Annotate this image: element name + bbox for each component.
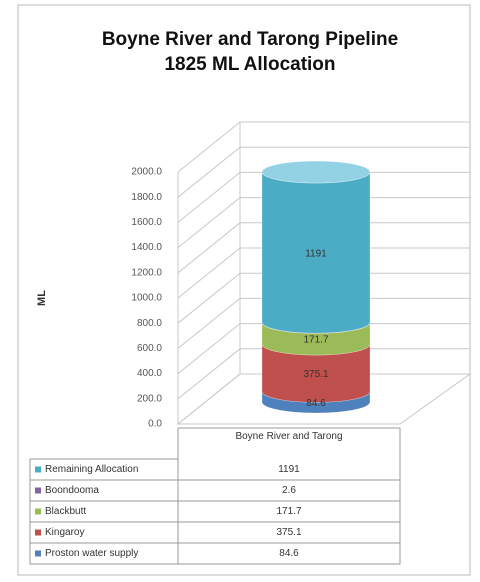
table-value: 2.6 bbox=[282, 485, 296, 496]
y-axis-label: ML bbox=[36, 290, 48, 306]
y-tick-label: 800.0 bbox=[137, 318, 162, 329]
legend-swatch bbox=[35, 508, 41, 515]
y-tick-label: 1600.0 bbox=[131, 217, 162, 228]
data-label: 171.7 bbox=[303, 335, 328, 346]
cylinder-top bbox=[261, 160, 371, 184]
data-label: 84.6 bbox=[306, 398, 326, 409]
legend-swatch bbox=[35, 466, 41, 473]
y-tick-label: 1400.0 bbox=[131, 242, 162, 253]
table-value: 84.6 bbox=[279, 548, 299, 559]
legend-swatch bbox=[35, 529, 41, 536]
grid-line bbox=[177, 146, 470, 198]
legend-label: Boondooma bbox=[45, 485, 99, 496]
category-label: Boyne River and Tarong bbox=[235, 431, 343, 442]
grid-line bbox=[177, 348, 470, 400]
chart-title: Boyne River and Tarong Pipeline bbox=[102, 29, 398, 50]
grid-line bbox=[177, 272, 470, 324]
legend-label: Proston water supply bbox=[45, 548, 138, 559]
grid-line bbox=[177, 373, 470, 425]
y-tick-label: 1200.0 bbox=[131, 267, 162, 278]
legend-swatch bbox=[35, 550, 41, 557]
table-value: 1191 bbox=[278, 464, 300, 475]
table-value: 375.1 bbox=[276, 527, 301, 538]
grid-line bbox=[177, 323, 470, 374]
y-tick-label: 1000.0 bbox=[131, 293, 162, 304]
grid-line bbox=[177, 171, 470, 223]
y-tick-label: 2000.0 bbox=[131, 167, 162, 178]
legend-label: Kingaroy bbox=[45, 527, 84, 538]
grid-line bbox=[177, 297, 470, 349]
table-header: Boyne River and Tarong bbox=[235, 431, 343, 442]
data-label: 1191 bbox=[305, 248, 327, 259]
y-tick-label: 0.0 bbox=[148, 419, 162, 430]
grid-line bbox=[177, 247, 470, 299]
grid-line bbox=[177, 222, 470, 274]
grid-line bbox=[177, 121, 470, 173]
grid-line bbox=[177, 197, 470, 248]
data-label: 375.1 bbox=[303, 369, 328, 380]
table-value: 171.7 bbox=[276, 506, 301, 517]
legend-label: Remaining Allocation bbox=[45, 464, 138, 475]
y-tick-label: 600.0 bbox=[137, 343, 162, 354]
chart-title: 1825 ML Allocation bbox=[164, 54, 335, 75]
y-tick-label: 200.0 bbox=[137, 393, 162, 404]
y-tick-label: 1800.0 bbox=[131, 192, 162, 203]
legend-swatch bbox=[35, 487, 41, 494]
legend-label: Blackbutt bbox=[45, 506, 86, 517]
y-tick-label: 400.0 bbox=[137, 368, 162, 379]
